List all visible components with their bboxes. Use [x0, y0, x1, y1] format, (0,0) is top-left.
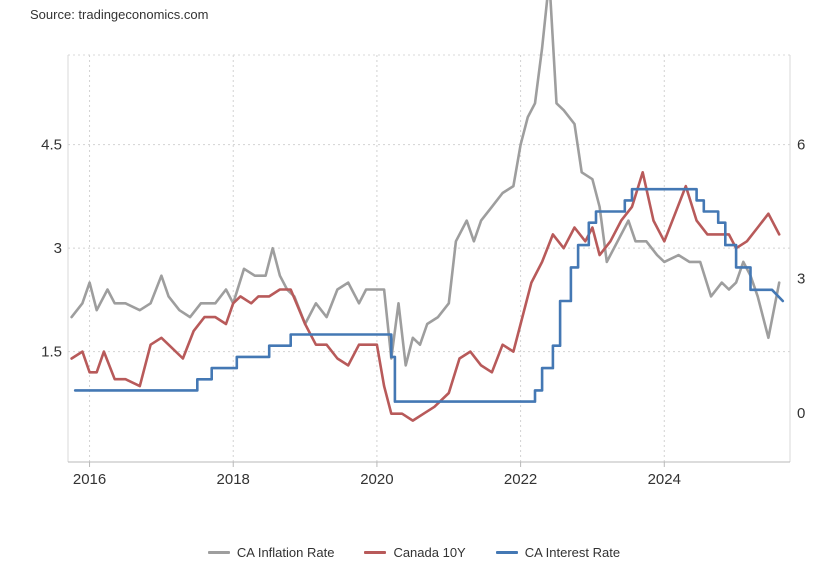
left-y-tick-label: 4.5 — [41, 137, 62, 154]
right-y-tick-label: 3 — [797, 271, 805, 288]
right-y-tick-label: 0 — [797, 405, 805, 422]
legend-label: CA Interest Rate — [524, 545, 621, 560]
x-tick-label: 2022 — [504, 471, 537, 488]
line-chart: 2016 2018 2020 2022 2024 1.5 3 4.5 0 3 6 — [41, 0, 805, 488]
legend-swatch — [364, 551, 387, 554]
legend-swatch — [495, 551, 518, 554]
x-tick-label: 2018 — [217, 471, 250, 488]
x-tick-label: 2016 — [73, 471, 106, 488]
left-y-tick-label: 3 — [54, 240, 62, 257]
x-tick-label: 2020 — [360, 471, 393, 488]
chart-legend: CA Inflation Rate Canada 10Y CA Interest R… — [0, 545, 828, 560]
ca-inflation-rate-line — [70, 0, 781, 367]
left-y-tick-label: 1.5 — [41, 344, 62, 361]
legend-item-canada-10y[interactable]: Canada 10Y — [364, 545, 466, 560]
legend-item-ca-inflation-rate[interactable]: CA Inflation Rate — [207, 545, 335, 560]
legend-label: CA Inflation Rate — [236, 545, 335, 560]
x-tick-label: 2024 — [648, 471, 681, 488]
legend-swatch — [207, 551, 230, 554]
canada-10y-line — [70, 171, 781, 422]
right-y-tick-label: 6 — [797, 136, 805, 153]
legend-label: Canada 10Y — [393, 545, 466, 560]
ca-interest-rate-line — [73, 187, 785, 403]
legend-item-ca-interest-rate[interactable]: CA Interest Rate — [495, 545, 621, 560]
source-label: Source: tradingeconomics.com — [30, 7, 209, 22]
